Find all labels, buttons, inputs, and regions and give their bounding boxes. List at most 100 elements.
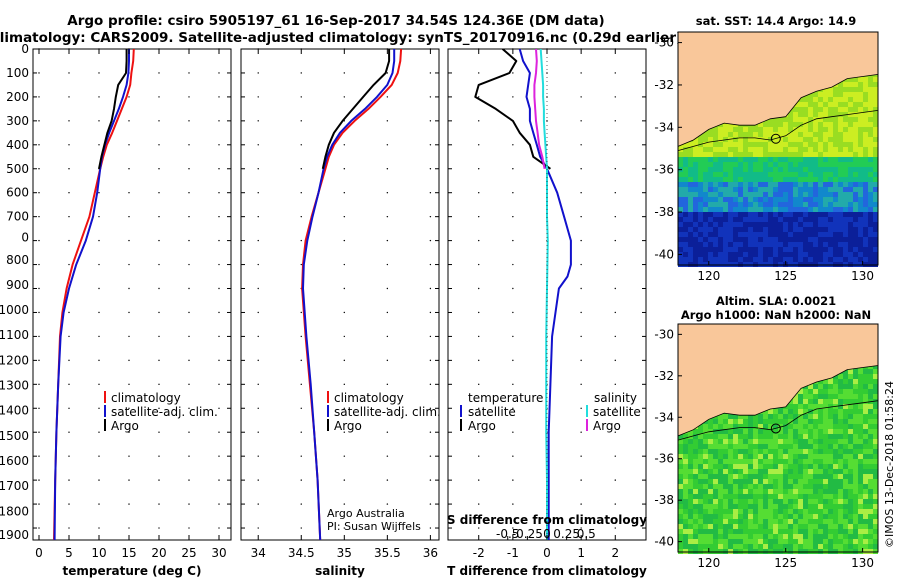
map-cell	[748, 519, 753, 524]
map-cell	[858, 227, 863, 232]
map-cell	[718, 217, 723, 222]
map-cell	[803, 232, 808, 237]
map-cell	[803, 242, 808, 247]
grid-dot	[98, 192, 100, 194]
map-cell	[803, 257, 808, 262]
map-cell	[823, 132, 828, 137]
grid-dot	[188, 407, 190, 409]
map-cell	[728, 197, 733, 202]
grid-dot	[512, 383, 514, 386]
map-cell	[808, 102, 813, 107]
map-cell	[773, 529, 778, 534]
map-cell	[873, 499, 878, 504]
map-cell	[693, 439, 698, 444]
map-cell	[768, 509, 773, 514]
legend-swatch-t-argo	[460, 419, 462, 431]
map-cell	[728, 419, 733, 424]
map-cell	[763, 172, 768, 177]
map-cell	[773, 419, 778, 424]
map-cell	[783, 434, 788, 439]
map-y-tick-label: -32	[654, 369, 674, 383]
map-cell	[838, 529, 843, 534]
map-cell	[848, 489, 853, 494]
map-cell	[833, 142, 838, 147]
map-cell	[678, 484, 683, 489]
map-cell	[813, 484, 818, 489]
map-cell	[793, 464, 798, 469]
map-cell	[693, 484, 698, 489]
map-cell	[798, 524, 803, 529]
map-cell	[793, 504, 798, 509]
map-cell	[853, 384, 858, 389]
map-cell	[713, 534, 718, 539]
map-cell	[783, 202, 788, 207]
map-cell	[858, 242, 863, 247]
grid-dot	[158, 479, 160, 481]
map-cell	[783, 147, 788, 152]
map-cell	[823, 192, 828, 197]
map-cell	[783, 544, 788, 549]
map-cell	[753, 464, 758, 469]
map-cell	[868, 389, 873, 394]
map-cell	[843, 524, 848, 529]
map-cell	[783, 142, 788, 147]
grid-dot	[512, 455, 514, 457]
map-cell	[813, 142, 818, 147]
map-cell	[783, 122, 788, 127]
map-cell	[758, 519, 763, 524]
grid-dot	[188, 192, 190, 194]
map-cell	[843, 494, 848, 499]
grid-dot	[68, 431, 70, 433]
map-cell	[768, 484, 773, 489]
map-cell	[833, 257, 838, 262]
map-cell	[753, 529, 758, 534]
map-cell	[793, 202, 798, 207]
map-cell	[848, 484, 853, 489]
map-cell	[778, 222, 783, 227]
map-cell	[713, 202, 718, 207]
map-cell	[708, 524, 713, 529]
grid-dot	[429, 72, 432, 74]
map-cell	[703, 187, 708, 192]
map-cell	[783, 162, 788, 167]
map-cell	[778, 429, 783, 434]
salinity-legend: climatology satellite-adj. clim. Argo	[327, 391, 441, 433]
grid-dot	[128, 120, 130, 122]
x-tick-label: -1	[507, 546, 519, 560]
map-cell	[768, 167, 773, 172]
map-cell	[798, 489, 803, 494]
map-cell	[768, 122, 773, 127]
map-cell	[848, 222, 853, 227]
map-cell	[678, 524, 683, 529]
map-cell	[718, 172, 723, 177]
map-cell	[788, 247, 793, 252]
map-cell	[833, 227, 838, 232]
map-cell	[783, 222, 788, 227]
map-cell	[713, 469, 718, 474]
map-cell	[838, 449, 843, 454]
map-cell	[843, 257, 848, 262]
map-cell	[733, 494, 738, 499]
map-cell	[798, 429, 803, 434]
grid-dot	[128, 96, 130, 98]
map-cell	[793, 409, 798, 414]
map-cell	[803, 112, 808, 117]
map-cell	[693, 519, 698, 524]
temperature-x-ticks: 0 5 10 15 20 25 30	[35, 49, 227, 560]
map-cell	[828, 384, 833, 389]
map-cell	[868, 519, 873, 524]
map-cell	[843, 449, 848, 454]
map-cell	[703, 202, 708, 207]
map-cell	[718, 499, 723, 504]
map-cell	[773, 237, 778, 242]
grid-dot	[188, 263, 190, 266]
map-cell	[758, 122, 763, 127]
map-cell	[803, 237, 808, 242]
map-cell	[853, 379, 858, 384]
map-cell	[713, 212, 718, 217]
map-cell	[703, 147, 708, 152]
map-cell	[858, 212, 863, 217]
grid-dot	[386, 479, 389, 481]
map-cell	[758, 187, 763, 192]
map-cell	[868, 434, 873, 439]
